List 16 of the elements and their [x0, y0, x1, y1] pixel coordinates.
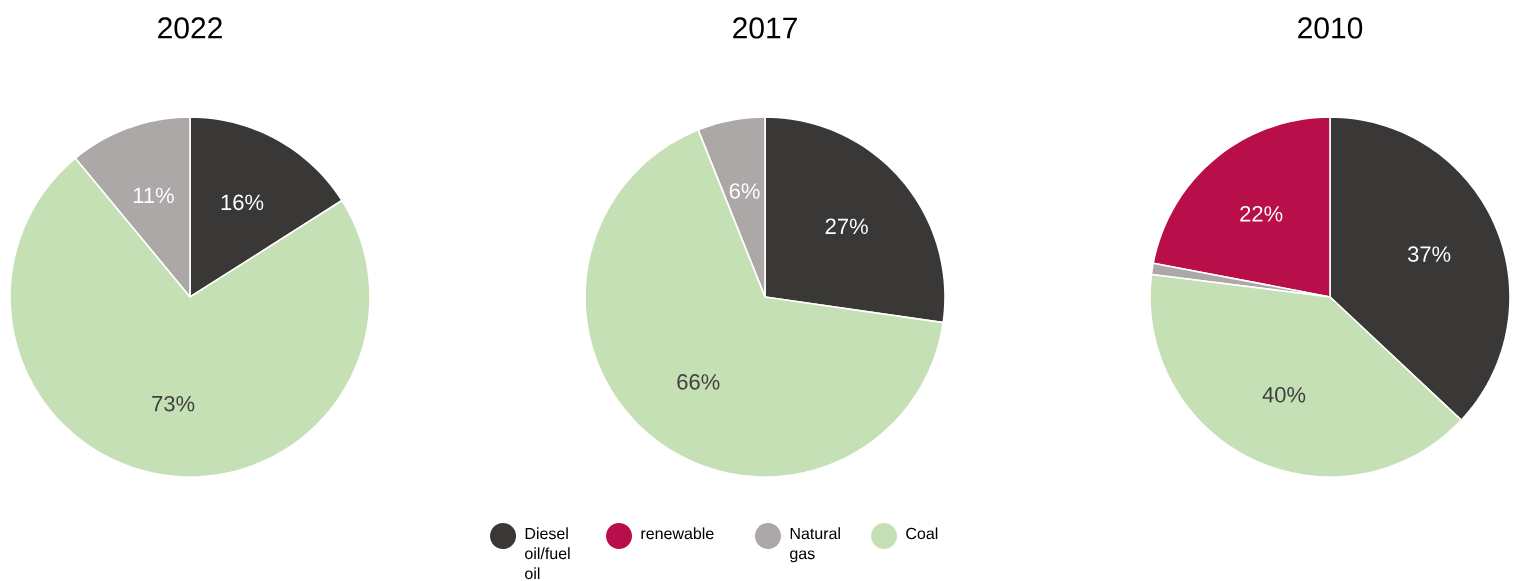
chart-title: 2017: [733, 17, 797, 39]
legend-label: renewable: [641, 527, 714, 540]
data-label: 22%: [1240, 206, 1283, 222]
data-label: 66%: [677, 374, 720, 390]
data-label: 27%: [825, 218, 868, 234]
data-label: 73%: [152, 395, 195, 412]
data-label: 16%: [221, 194, 264, 211]
chart-title: 2022: [158, 17, 222, 39]
chart-title: 2010: [1298, 17, 1363, 39]
data-label: 37%: [1407, 246, 1451, 262]
data-label: 6%: [729, 183, 760, 199]
legend-label: Diesel oil/fuel oil: [525, 527, 570, 580]
legend-label: Natural gas: [790, 527, 840, 563]
data-label: 40%: [1262, 386, 1306, 403]
legend-label: Coal: [906, 527, 938, 540]
data-label: 11%: [133, 187, 174, 204]
